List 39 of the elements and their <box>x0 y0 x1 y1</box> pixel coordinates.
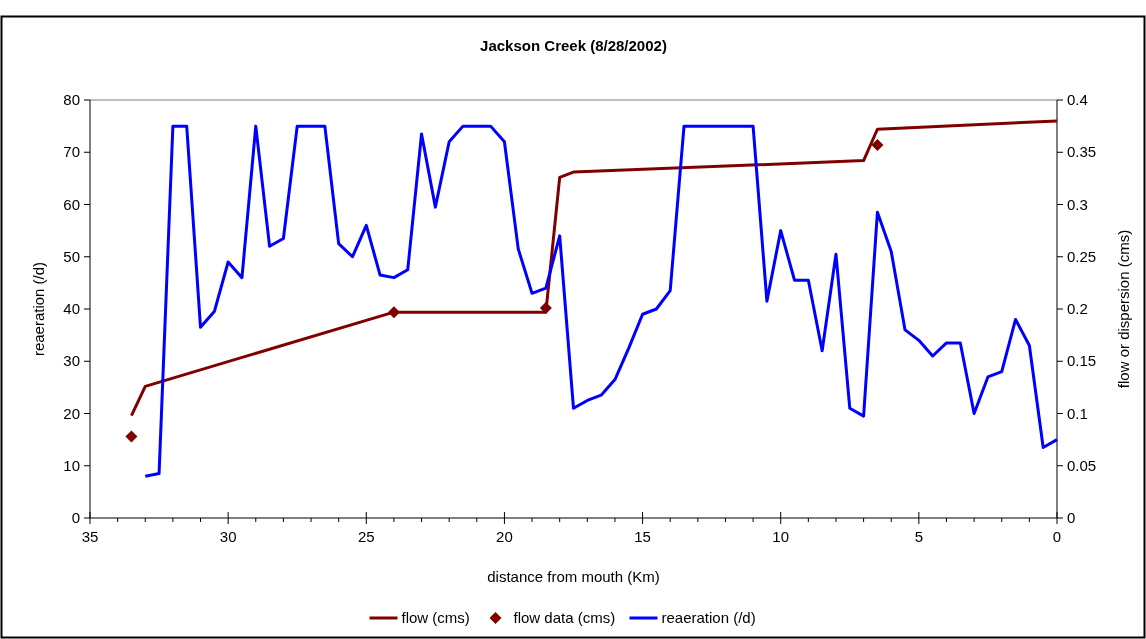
y2-tick-label: 0.1 <box>1067 404 1088 422</box>
y-tick-label: 10 <box>63 456 80 474</box>
y2-tick-label: 0 <box>1067 509 1076 526</box>
y2-tick-label: 0.2 <box>1067 300 1088 317</box>
x-tick-label: 0 <box>1052 528 1062 545</box>
point <box>539 301 552 314</box>
y2-tick-label: 0.15 <box>1067 352 1097 370</box>
line-series <box>143 124 1059 478</box>
x-tick-label: 5 <box>914 528 924 545</box>
line-series <box>129 119 1059 418</box>
point <box>125 430 138 443</box>
x-tick-label: 15 <box>634 528 651 545</box>
y-tick-label: 60 <box>63 195 80 213</box>
chart-title: Jackson Creek (8/28/2002) <box>480 37 667 54</box>
y-axis-title: reaeration (/d) <box>30 261 47 357</box>
y-tick-label: 20 <box>63 404 80 422</box>
x-tick-label: 20 <box>496 528 513 545</box>
point <box>871 138 884 151</box>
legend-label: flow (cms) <box>401 609 470 626</box>
x-tick-label: 25 <box>357 528 375 545</box>
legend-label: reaeration (/d) <box>661 609 756 626</box>
y-tick-label: 50 <box>63 247 80 265</box>
legend-label: flow data (cms) <box>513 609 616 626</box>
x-tick-label: 35 <box>81 528 99 545</box>
y-tick-label: 80 <box>63 91 80 108</box>
y2-tick-label: 0.3 <box>1067 195 1088 213</box>
y2-tick-label: 0.25 <box>1067 247 1097 265</box>
x-axis-title: distance from mouth (Km) <box>487 568 660 585</box>
y-tick-label: 40 <box>63 300 80 317</box>
x-tick-label: 10 <box>772 528 790 545</box>
y-tick-label: 0 <box>71 509 80 526</box>
point <box>387 306 400 319</box>
y2-tick-label: 0.35 <box>1067 143 1097 161</box>
y2-axis-title: flow or dispersion (cms) <box>1115 229 1132 389</box>
y-tick-label: 70 <box>63 143 80 161</box>
y2-tick-label: 0.05 <box>1067 456 1097 474</box>
y-tick-label: 30 <box>63 352 80 370</box>
x-tick-label: 30 <box>219 528 237 545</box>
y2-tick-label: 0.4 <box>1067 91 1088 108</box>
